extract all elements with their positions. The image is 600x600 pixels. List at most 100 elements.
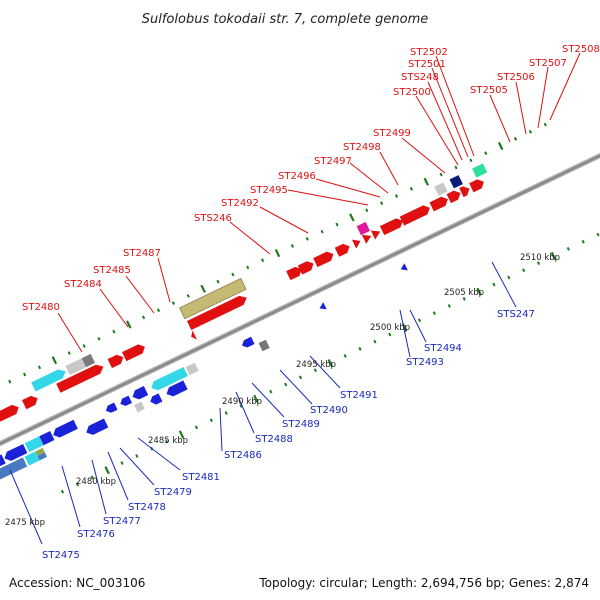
gene-label-st2478[interactable]: ST2478	[128, 502, 166, 513]
scale-tick	[365, 208, 369, 213]
gene-label-st2487[interactable]: ST2487	[123, 248, 161, 259]
scale-label: 2475 kbp	[5, 518, 45, 528]
gene-feature[interactable]	[0, 457, 28, 483]
gene-label-st2481[interactable]: ST2481	[182, 472, 220, 483]
scale-tick	[581, 239, 585, 244]
gene-feature[interactable]	[0, 403, 21, 425]
gene-feature[interactable]	[119, 395, 132, 408]
gene-feature[interactable]	[472, 163, 488, 178]
scale-tick	[156, 308, 161, 313]
gene-label-st2490[interactable]: ST2490	[310, 405, 348, 416]
scale-label: 2510 kbp	[520, 253, 560, 263]
gene-feature[interactable]	[179, 277, 247, 320]
gene-feature[interactable]	[449, 175, 463, 189]
gene-feature[interactable]	[361, 231, 374, 244]
gene-feature[interactable]	[107, 353, 126, 369]
gene-feature[interactable]	[459, 184, 471, 198]
scale-tick	[178, 430, 185, 439]
scale-tick	[290, 244, 295, 248]
gene-feature[interactable]	[313, 250, 335, 268]
gene-label-st2493[interactable]: ST2493	[406, 357, 444, 368]
genome-summary-text: Topology: circular; Length: 2,694,756 bp…	[258, 576, 589, 590]
gene-feature[interactable]	[39, 431, 55, 446]
gene-feature[interactable]	[56, 362, 105, 393]
gene-feature[interactable]	[84, 418, 109, 437]
gene-feature[interactable]	[334, 242, 352, 257]
scale-tick	[432, 311, 437, 316]
gene-feature[interactable]	[370, 227, 383, 240]
gene-label-st2476[interactable]: ST2476	[77, 529, 115, 540]
gene-feature[interactable]	[318, 302, 327, 312]
gene-label-st2508[interactable]: ST2508	[562, 44, 600, 55]
gene-feature[interactable]	[356, 221, 370, 236]
gene-feature[interactable]	[351, 237, 363, 249]
gene-label-st2489[interactable]: ST2489	[282, 419, 320, 430]
gene-label-st2505[interactable]: ST2505	[470, 85, 508, 96]
scale-tick	[165, 439, 169, 444]
gene-feature[interactable]	[104, 402, 118, 415]
gene-feature[interactable]	[81, 353, 96, 368]
gene-feature[interactable]	[149, 366, 188, 392]
gene-feature[interactable]	[434, 182, 448, 196]
gene-label-sts246[interactable]: STS246	[194, 213, 232, 224]
gene-label-st2480[interactable]: ST2480	[22, 302, 60, 313]
gene-label-st2498[interactable]: ST2498	[343, 142, 381, 153]
gene-feature[interactable]	[130, 386, 149, 402]
genome-backbone	[0, 115, 600, 484]
gene-label-sts247[interactable]: STS247	[497, 309, 535, 320]
gene-feature[interactable]	[65, 358, 87, 376]
gene-label-st2500[interactable]: ST2500	[393, 87, 431, 98]
gene-label-st2506[interactable]: ST2506	[497, 72, 535, 83]
gene-label-st2488[interactable]: ST2488	[255, 434, 293, 445]
gene-label-st2491[interactable]: ST2491	[340, 390, 378, 401]
scale-tick	[112, 329, 116, 334]
gene-feature[interactable]	[164, 380, 188, 398]
gene-label-st2499[interactable]: ST2499	[373, 128, 411, 139]
gene-feature[interactable]	[2, 444, 28, 463]
gene-feature[interactable]	[297, 259, 316, 275]
gene-label-st2497[interactable]: ST2497	[314, 156, 352, 167]
gene-label-st2477[interactable]: ST2477	[103, 516, 141, 527]
scale-tick	[298, 375, 303, 380]
gene-label-st2484[interactable]: ST2484	[64, 279, 102, 290]
gene-feature[interactable]	[286, 265, 304, 281]
gene-feature[interactable]	[21, 394, 40, 410]
gene-feature[interactable]	[51, 419, 78, 440]
gene-label-st2501[interactable]: ST2501	[408, 59, 446, 70]
gene-label-st2507[interactable]: ST2507	[529, 58, 567, 69]
gene-feature[interactable]	[134, 401, 145, 413]
gene-label-st2485[interactable]: ST2485	[93, 265, 131, 276]
gene-feature[interactable]	[379, 216, 405, 236]
gene-feature[interactable]	[258, 339, 270, 352]
gene-feature[interactable]	[24, 436, 44, 453]
gene-feature[interactable]	[469, 177, 486, 193]
scale-label: 2495 kbp	[296, 360, 336, 370]
gene-feature[interactable]	[31, 367, 68, 392]
gene-feature[interactable]	[189, 330, 197, 341]
gene-label-st2486[interactable]: ST2486	[224, 450, 262, 461]
gene-label-st2495[interactable]: ST2495	[250, 185, 288, 196]
scale-tick	[23, 372, 27, 377]
gene-feature[interactable]	[24, 451, 40, 466]
gene-feature[interactable]	[399, 203, 432, 226]
gene-feature[interactable]	[399, 263, 408, 273]
gene-feature[interactable]	[122, 342, 147, 362]
gene-label-st2479[interactable]: ST2479	[154, 487, 192, 498]
gene-feature[interactable]	[149, 393, 163, 406]
gene-feature[interactable]	[37, 452, 47, 461]
gene-feature[interactable]	[186, 293, 249, 331]
gene-label-st2496[interactable]: ST2496	[278, 171, 316, 182]
scale-tick	[135, 454, 139, 458]
scale-tick	[305, 236, 309, 241]
gene-feature[interactable]	[429, 195, 450, 212]
gene-label-st2494[interactable]: ST2494	[424, 343, 462, 354]
gene-label-sts248[interactable]: STS248	[401, 72, 439, 83]
gene-label-st2475[interactable]: ST2475	[42, 550, 80, 561]
gene-feature[interactable]	[240, 336, 255, 349]
gene-label-st2492[interactable]: ST2492	[221, 198, 259, 209]
gene-label-st2502[interactable]: ST2502	[410, 47, 448, 58]
gene-feature[interactable]	[35, 447, 45, 456]
gene-feature[interactable]	[446, 189, 463, 204]
gene-feature[interactable]	[185, 362, 199, 376]
scale-tick	[476, 287, 482, 296]
